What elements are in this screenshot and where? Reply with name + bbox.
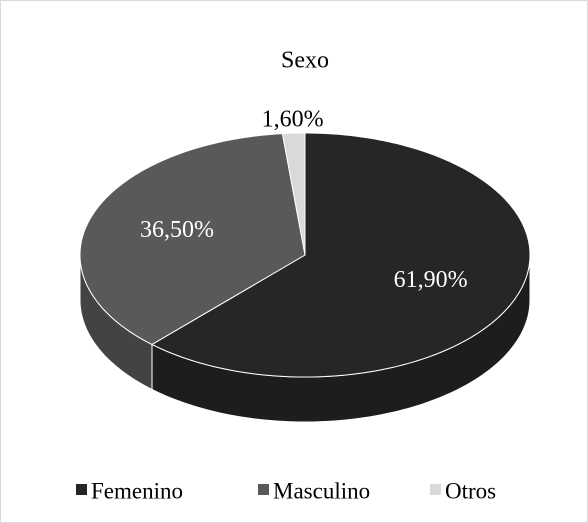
- pie-slice: [281, 132, 306, 256]
- data-label: 1,60%: [262, 106, 324, 132]
- legend-label: Masculino: [273, 478, 370, 503]
- data-label: 36,50%: [140, 217, 214, 243]
- chart-title: Sexo: [281, 48, 329, 74]
- pie-slice: [150, 132, 531, 378]
- legend-label: Otros: [445, 478, 496, 503]
- legend-swatch: [258, 484, 269, 495]
- data-label: 61,90%: [394, 267, 468, 293]
- pie-slice: [79, 133, 306, 346]
- legend-swatch: [76, 484, 87, 495]
- legend-label: Femenino: [91, 478, 183, 503]
- legend-swatch: [430, 484, 441, 495]
